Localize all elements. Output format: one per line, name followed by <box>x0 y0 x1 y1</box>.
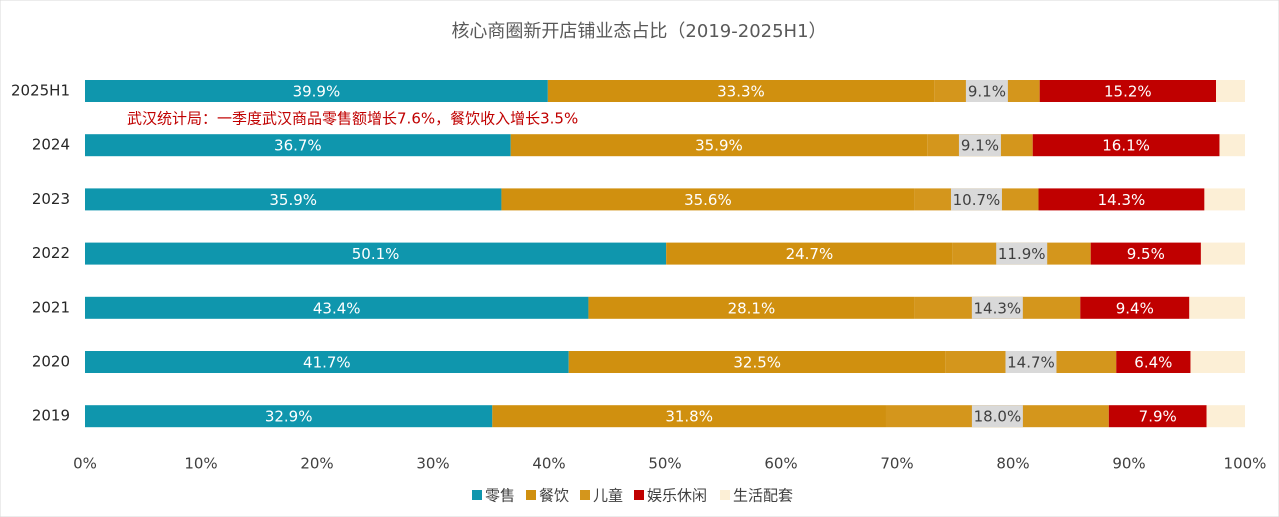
bar-segment <box>85 296 589 319</box>
x-tick-label: 50% <box>648 455 681 473</box>
bar-segment <box>510 134 928 157</box>
bar-segment <box>85 405 493 428</box>
data-label: 24.7% <box>786 245 834 263</box>
x-tick-label: 100% <box>1224 455 1267 473</box>
y-tick-label: 2022 <box>32 244 70 262</box>
legend-swatch <box>720 490 730 500</box>
data-label: 10.7% <box>953 191 1001 209</box>
y-tick-label: 2025H1 <box>11 82 70 100</box>
legend-swatch <box>580 490 590 500</box>
data-label: 35.6% <box>684 191 732 209</box>
data-label: 9.4% <box>1116 299 1154 317</box>
y-tick-label: 2024 <box>32 136 70 154</box>
bar-segment <box>1216 80 1245 102</box>
data-label: 14.3% <box>1098 191 1146 209</box>
label-background <box>971 296 1023 319</box>
data-label: 32.5% <box>733 354 781 372</box>
label-background <box>1005 351 1057 373</box>
data-label: 35.9% <box>269 191 317 209</box>
bar-segment <box>1038 188 1205 211</box>
label-background <box>958 134 1001 157</box>
bar-segment <box>85 351 569 373</box>
data-label: 36.7% <box>274 137 322 155</box>
bar-segment <box>1032 134 1220 157</box>
data-label: 33.3% <box>717 83 765 101</box>
x-tick-label: 20% <box>300 455 333 473</box>
bar-segment <box>1200 242 1245 265</box>
bar-segment <box>1190 351 1245 373</box>
data-label: 9.1% <box>961 137 999 155</box>
bar-segment <box>568 351 946 373</box>
label-background <box>965 80 1008 102</box>
bar-segment <box>1039 80 1216 102</box>
legend-label: 零售 <box>485 487 515 505</box>
data-label: 43.4% <box>313 299 361 317</box>
data-label: 16.1% <box>1102 137 1150 155</box>
data-label: 35.9% <box>695 137 743 155</box>
y-tick-label: 2020 <box>32 353 70 371</box>
bar-segment <box>1189 296 1245 319</box>
label-background <box>971 405 1023 428</box>
legend-swatch <box>634 490 644 500</box>
x-tick-label: 0% <box>73 455 97 473</box>
x-tick-label: 30% <box>416 455 449 473</box>
bar-segment <box>1108 405 1207 428</box>
data-label: 9.1% <box>968 83 1006 101</box>
bar-segment <box>1116 351 1191 373</box>
data-label: 32.9% <box>265 408 313 426</box>
bar-segment <box>547 80 935 102</box>
legend-label: 餐饮 <box>539 487 569 505</box>
bar-segment <box>85 134 511 157</box>
chart-title: 核心商圈新开店铺业态占比（2019-2025H1） <box>451 21 826 42</box>
data-label: 6.4% <box>1134 354 1172 372</box>
data-label: 31.8% <box>665 408 713 426</box>
y-tick-label: 2019 <box>32 407 70 425</box>
x-tick-label: 90% <box>1112 455 1145 473</box>
legend-label: 儿童 <box>593 487 623 505</box>
bar-segment <box>492 405 886 428</box>
data-label: 18.0% <box>974 408 1022 426</box>
bar-segment <box>1204 188 1245 211</box>
data-label: 9.5% <box>1127 245 1165 263</box>
bar-segment <box>588 296 915 319</box>
label-background <box>950 188 1002 211</box>
y-tick-label: 2023 <box>32 190 70 208</box>
bar-segment <box>85 242 667 265</box>
x-tick-label: 80% <box>996 455 1029 473</box>
bar-segment <box>85 80 548 102</box>
bar-segment <box>1090 242 1201 265</box>
bar-segment <box>1080 296 1190 319</box>
bar-segment <box>1219 134 1245 157</box>
x-tick-label: 10% <box>184 455 217 473</box>
label-background <box>996 242 1048 265</box>
data-label: 41.7% <box>303 354 351 372</box>
legend-swatch <box>526 490 536 500</box>
annotation: 武汉统计局：一季度武汉商品零售额增长7.6%，餐饮收入增长3.5% <box>127 110 578 128</box>
bar-segment <box>666 242 953 265</box>
data-label: 7.9% <box>1139 408 1177 426</box>
legend-swatch <box>472 490 482 500</box>
x-tick-label: 60% <box>764 455 797 473</box>
x-tick-label: 40% <box>532 455 565 473</box>
bar-segment <box>501 188 915 211</box>
data-label: 15.2% <box>1104 83 1152 101</box>
bar-segment <box>1206 405 1245 428</box>
data-label: 28.1% <box>728 299 776 317</box>
legend-label: 娱乐休闲 <box>647 487 707 505</box>
data-label: 14.7% <box>1007 354 1055 372</box>
bar-segment <box>85 188 502 211</box>
data-label: 11.9% <box>998 245 1046 263</box>
data-label: 39.9% <box>293 83 341 101</box>
data-label: 14.3% <box>974 299 1022 317</box>
data-label: 50.1% <box>352 245 400 263</box>
legend-label: 生活配套 <box>733 487 793 505</box>
x-tick-label: 70% <box>880 455 913 473</box>
y-tick-label: 2021 <box>32 298 70 316</box>
